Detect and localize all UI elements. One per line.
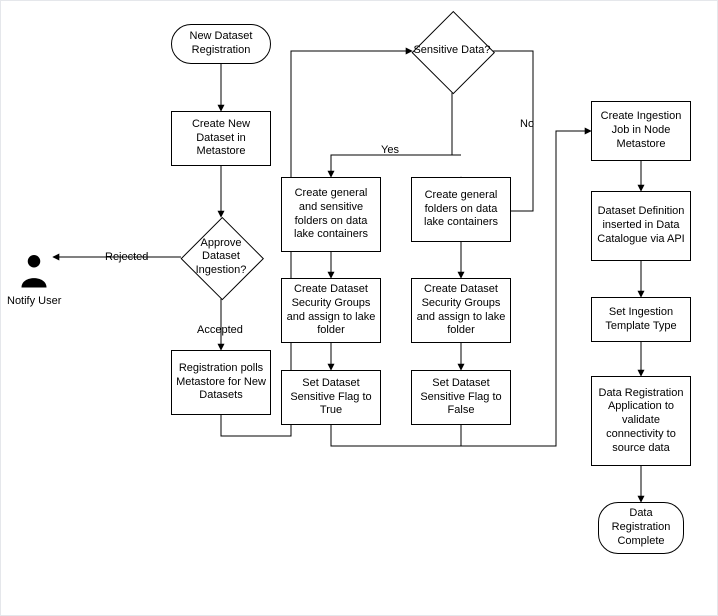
label-rejected: Rejected (105, 251, 148, 264)
node-poll: Registration polls Metastore for New Dat… (171, 350, 271, 415)
node-no_groups: Create Dataset Security Groups and assig… (411, 278, 511, 343)
edge-6 (331, 91, 452, 177)
node-end: Data Registration Complete (598, 502, 684, 554)
node-yes_folders: Create general and sensitive folders on … (281, 177, 381, 252)
node-sensitive: Sensitive Data? (412, 11, 492, 91)
node-template: Set Ingestion Template Type (591, 297, 691, 342)
node-flag_true: Set Dataset Sensitive Flag to True (281, 370, 381, 425)
node-validate: Data Registration Application to validat… (591, 376, 691, 466)
label-yes: Yes (381, 144, 399, 157)
user-icon (19, 251, 49, 294)
node-approve: Approve Dataset Ingestion? (181, 217, 261, 297)
node-create_ds: Create New Dataset in Metastore (171, 111, 271, 166)
node-yes_groups: Create Dataset Security Groups and assig… (281, 278, 381, 343)
node-flag_false: Set Dataset Sensitive Flag to False (411, 370, 511, 425)
node-catalogue: Dataset Definition inserted in Data Cata… (591, 191, 691, 261)
edge-12 (331, 425, 461, 446)
flowchart-canvas: New Dataset Registration Create New Datas… (0, 0, 718, 616)
node-no_folders: Create general folders on data lake cont… (411, 177, 511, 242)
label-no: No (520, 118, 534, 131)
node-ing_job: Create Ingestion Job in Node Metastore (591, 101, 691, 161)
node-start: New Dataset Registration (171, 24, 271, 64)
label-accepted: Accepted (197, 324, 243, 337)
label-notify: Notify User (7, 295, 61, 308)
